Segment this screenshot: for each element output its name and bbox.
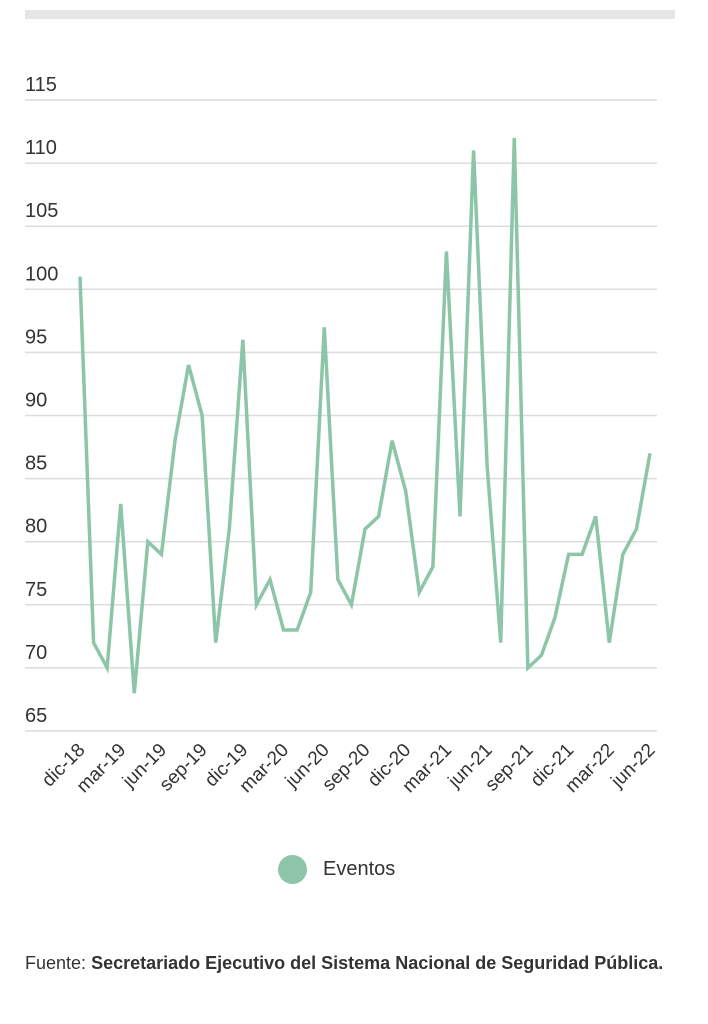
y-tick-label: 95 xyxy=(25,326,47,348)
y-tick-label: 75 xyxy=(25,579,47,601)
y-tick-label: 110 xyxy=(25,137,57,159)
y-tick-label: 105 xyxy=(25,200,58,222)
y-tick-label: 100 xyxy=(25,263,58,285)
x-tick-label: jun-22 xyxy=(607,740,660,793)
source-note: Fuente: Secretariado Ejecutivo del Siste… xyxy=(25,946,675,981)
y-tick-label: 80 xyxy=(25,516,47,538)
y-tick-label: 65 xyxy=(25,705,47,727)
y-tick-label: 115 xyxy=(25,74,57,96)
source-text: Secretariado Ejecutivo del Sistema Nacio… xyxy=(91,953,664,973)
y-tick-label: 85 xyxy=(25,453,47,475)
y-tick-label: 90 xyxy=(25,390,47,412)
legend: Eventos xyxy=(278,855,395,884)
top-divider-bar xyxy=(25,10,675,19)
legend-swatch-eventos xyxy=(278,855,307,884)
series-line-eventos xyxy=(78,137,652,694)
y-tick-label: 70 xyxy=(25,642,47,664)
source-label: Fuente: xyxy=(25,953,87,973)
legend-label-eventos: Eventos xyxy=(323,858,396,880)
